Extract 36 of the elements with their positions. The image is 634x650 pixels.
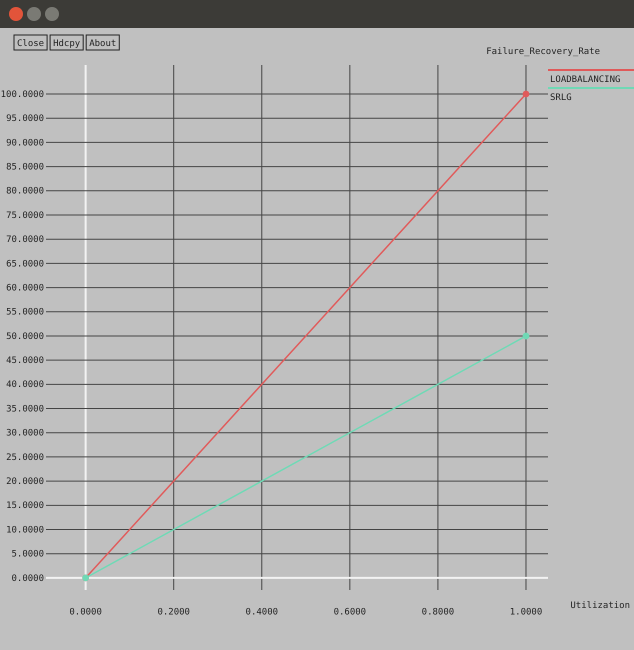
x-tick-label: 0.8000 [422, 607, 454, 618]
y-tick-label: 0.0000 [11, 574, 44, 584]
y-tick-label: 55.0000 [6, 308, 44, 318]
y-tick-label: 100.0000 [0, 90, 44, 100]
y-tick-label: 40.0000 [6, 380, 44, 390]
y-tick-label: 60.0000 [6, 283, 44, 294]
y-tick-label: 30.0000 [6, 428, 44, 439]
y-tick-label: 25.0000 [6, 452, 44, 463]
y-tick-label: 45.0000 [6, 356, 44, 366]
y-tick-label: 15.0000 [6, 501, 44, 512]
x-tick-label: 0.0000 [69, 607, 102, 618]
point [522, 90, 530, 98]
y-tick-label: 20.0000 [6, 477, 44, 488]
x-tick-label: 0.4000 [246, 607, 278, 618]
text: LOADBALANCING [550, 75, 620, 85]
x-tick-label: 0.6000 [334, 607, 366, 618]
y-tick-label: 95.0000 [6, 114, 44, 124]
x-tick-label: 0.2000 [157, 607, 190, 618]
y-tick-label: 35.0000 [6, 404, 44, 414]
y-tick-label: 50.0000 [6, 332, 44, 342]
y-tick-label: 5.0000 [11, 550, 44, 560]
button: About [86, 34, 120, 50]
button: Hdcpy [50, 34, 84, 50]
point [522, 332, 530, 340]
text: SRLG [550, 93, 572, 103]
x-axis-title: Utilization [570, 601, 630, 611]
y-tick-label: 75.0000 [6, 210, 44, 221]
y-tick-label: 10.0000 [6, 525, 44, 536]
y-tick-label: 90.0000 [6, 138, 44, 148]
y-tick-label: 80.0000 [6, 186, 44, 197]
button: Close [14, 34, 48, 50]
x-tick-label: 1.0000 [510, 607, 542, 618]
y-tick-label: 70.0000 [6, 235, 44, 246]
y-tick-label: 65.0000 [6, 259, 44, 270]
y-tick-label: 85.0000 [6, 162, 44, 172]
chart-title: Failure_Recovery_Rate [486, 47, 600, 57]
